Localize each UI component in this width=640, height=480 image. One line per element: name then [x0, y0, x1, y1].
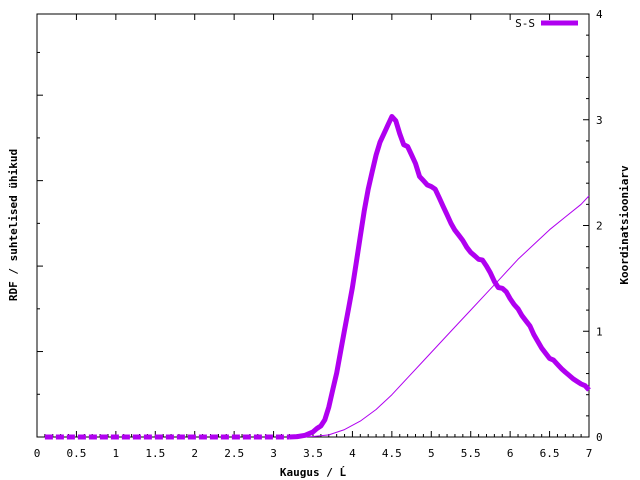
x-tick-label: 1.5: [145, 447, 165, 460]
y2-axis-title: Koordinatsiooniarv: [618, 165, 631, 285]
x-tick-label: 2.5: [224, 447, 244, 460]
x-tick-label: 3.5: [303, 447, 323, 460]
y-axis-left: [37, 51, 43, 395]
legend: S-S: [515, 17, 578, 30]
y2-tick-label: 4: [596, 8, 603, 21]
x-tick-label: 7: [586, 447, 593, 460]
x-axis-title: Kaugus / Ĺ: [280, 466, 347, 479]
legend-label-s-s: S-S: [515, 17, 535, 30]
y2-tick-label: 3: [596, 114, 603, 127]
x-tick-label: 0.5: [66, 447, 86, 460]
x-tick-label: 0: [34, 447, 41, 460]
x-tick-label: 3: [270, 447, 277, 460]
x-tick-label: 5.5: [461, 447, 481, 460]
x-tick-label: 4.5: [382, 447, 402, 460]
x-tick-label: 5: [428, 447, 435, 460]
coordination-number-line: [297, 195, 590, 438]
y2-tick-label: 2: [596, 220, 603, 233]
y2-tick-label: 1: [596, 325, 603, 338]
y-axis-right: 0 1 2 3 4: [583, 8, 603, 444]
x-tick-label: 6: [507, 447, 514, 460]
plot-frame: [36, 13, 590, 438]
rdf-line-s-s: [289, 114, 591, 440]
x-tick-label: 1: [113, 447, 120, 460]
y2-tick-label: 0: [596, 431, 603, 444]
y-axis-title: RDF / suhtelised ühikud: [7, 149, 20, 301]
x-tick-label: 6.5: [540, 447, 560, 460]
x-axis: 0 0.5 1 1.5 2 2.5 3 3.5 4 4.5 5 5.5 6 6.5 7: [34, 14, 593, 460]
x-tick-label: 4: [349, 447, 356, 460]
x-tick-label: 2: [191, 447, 198, 460]
series-layer: [44, 114, 591, 440]
